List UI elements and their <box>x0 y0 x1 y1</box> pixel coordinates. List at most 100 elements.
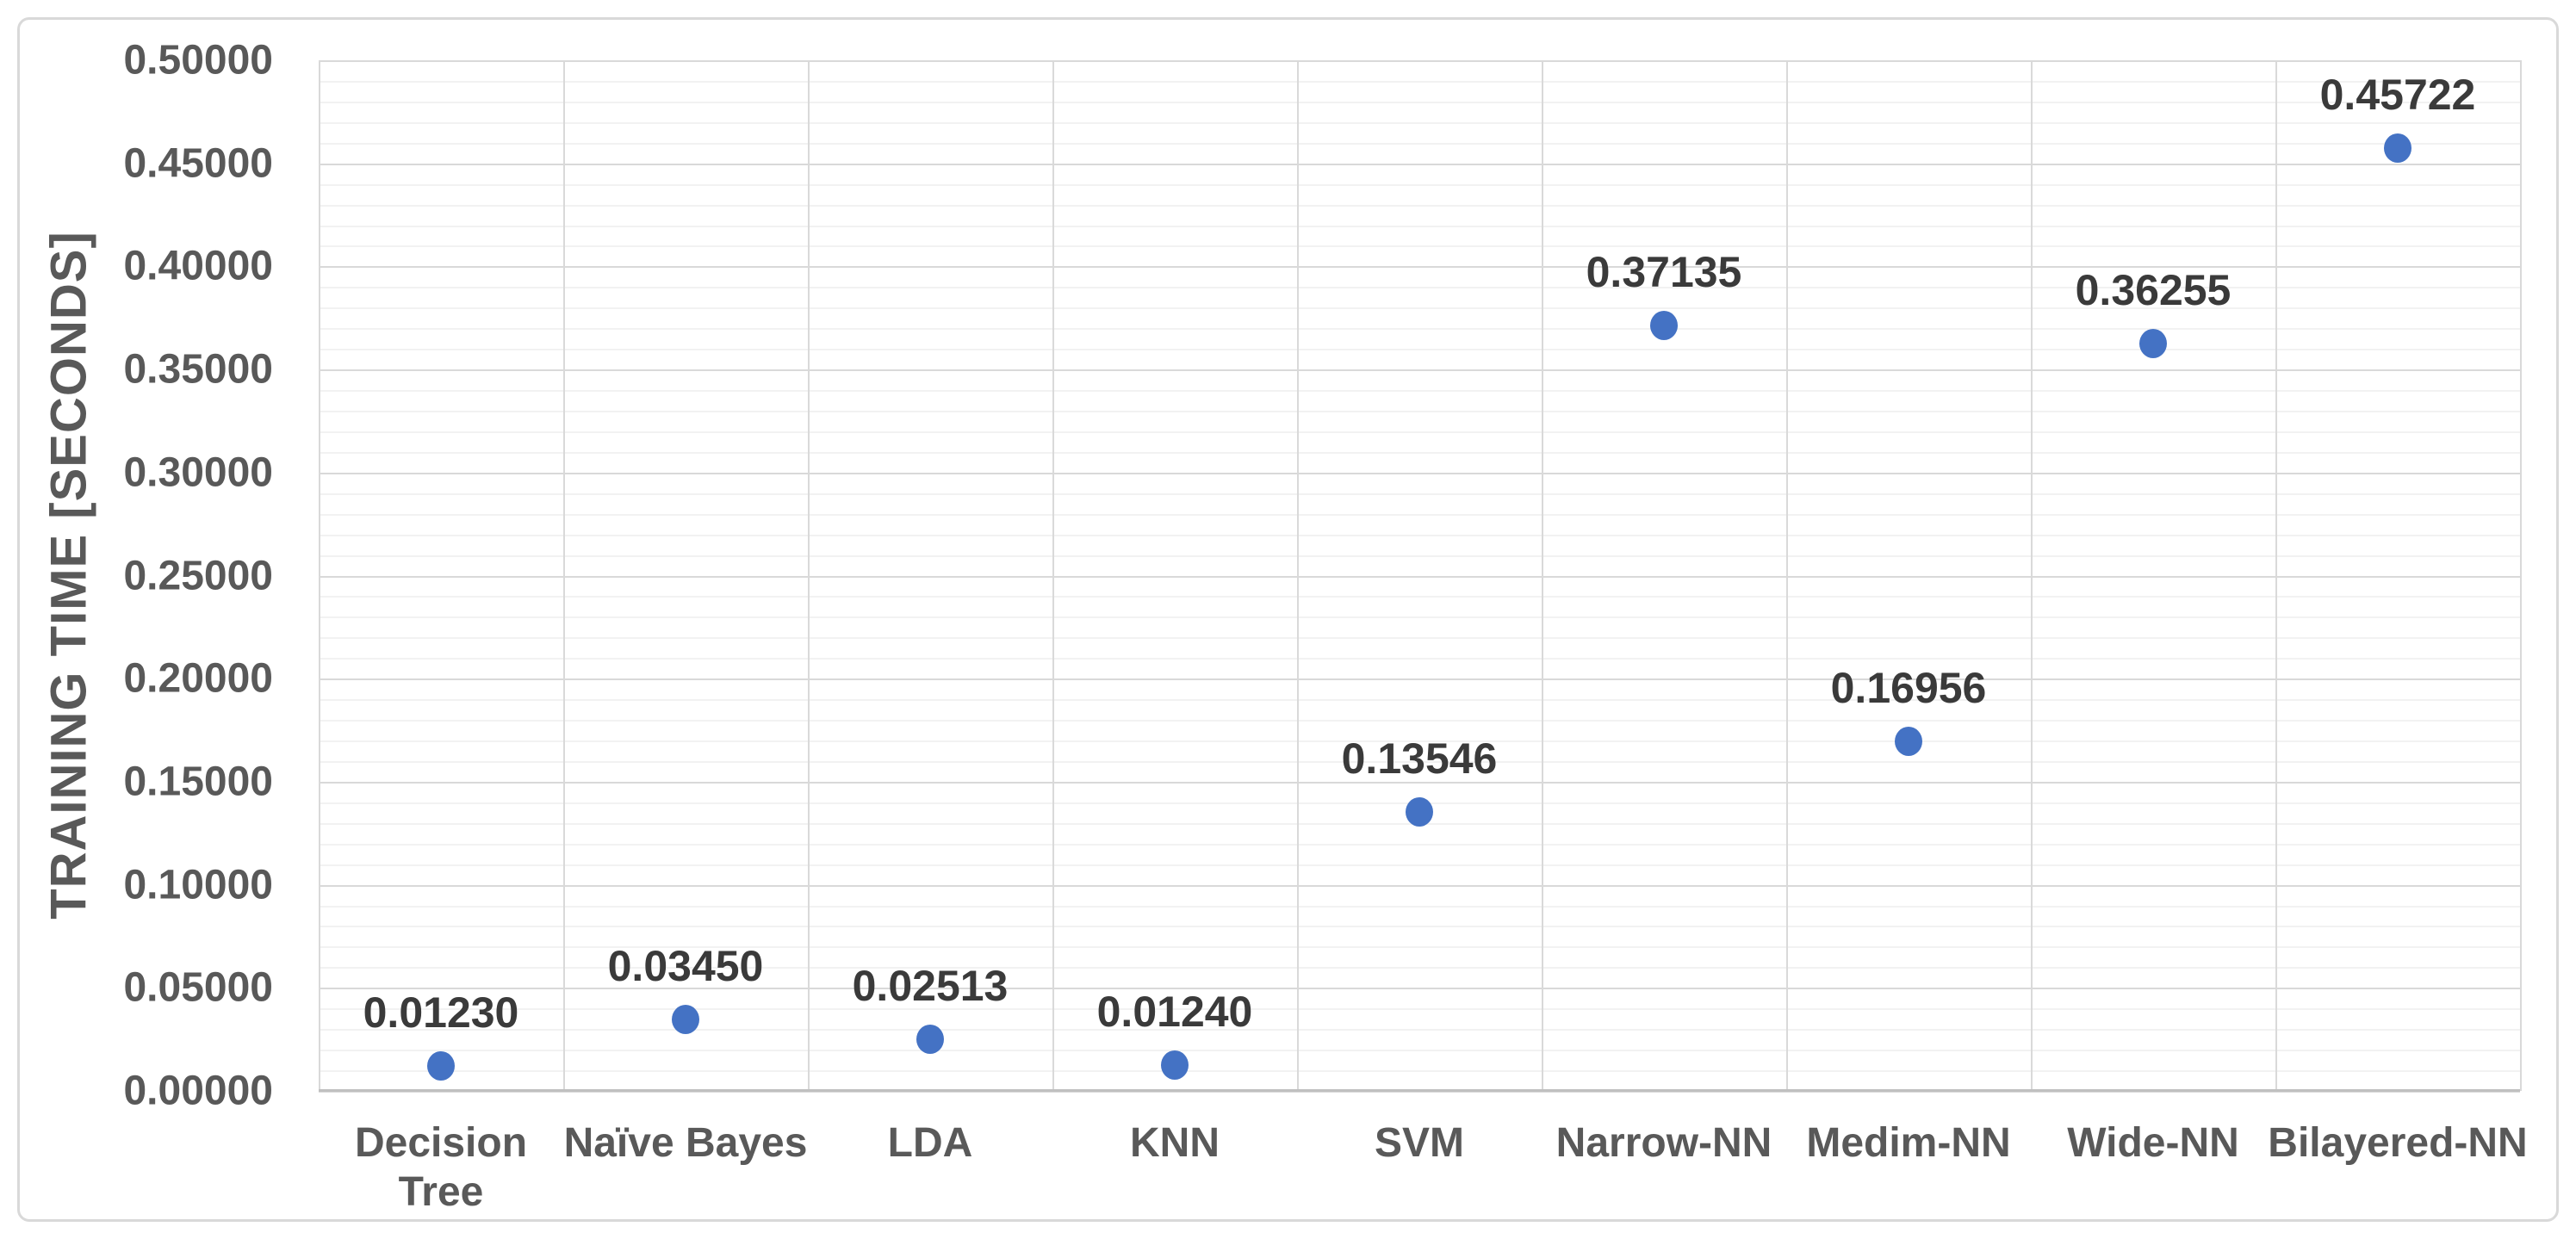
x-axis-category-label: SVM <box>1374 1120 1464 1166</box>
major-gridline <box>319 575 2520 578</box>
major-gridline <box>319 884 2520 887</box>
x-axis-category-label: Wide-NN <box>2067 1120 2239 1166</box>
minor-gridline <box>319 80 2520 83</box>
minor-gridline <box>319 967 2520 970</box>
data-point <box>1895 727 1922 757</box>
minor-gridline <box>319 1008 2520 1011</box>
data-point <box>1650 310 1678 340</box>
data-point-value-label: 0.45722 <box>2319 71 2476 120</box>
category-boundary-gridline <box>2275 60 2277 1091</box>
data-point <box>1161 1050 1189 1081</box>
minor-gridline <box>319 349 2520 351</box>
major-gridline <box>319 163 2520 165</box>
y-axis-tick-label: 0.20000 <box>123 655 273 702</box>
x-axis-category-label: Naïve Bayes <box>563 1120 808 1166</box>
data-point-value-label: 0.13546 <box>1341 734 1498 783</box>
y-axis-tick-label: 0.10000 <box>123 862 273 908</box>
category-boundary-gridline <box>1786 60 1788 1091</box>
chart-frame <box>17 17 2559 1222</box>
y-axis-tick-label: 0.30000 <box>123 449 273 496</box>
minor-gridline <box>319 225 2520 227</box>
data-point <box>916 1024 944 1054</box>
minor-gridline <box>319 658 2520 660</box>
category-boundary-gridline <box>2031 60 2033 1091</box>
minor-gridline <box>319 843 2520 846</box>
data-point <box>1406 796 1433 827</box>
major-gridline <box>319 781 2520 784</box>
minor-gridline <box>319 1029 2520 1031</box>
data-point-value-label: 0.03450 <box>607 942 764 991</box>
major-gridline <box>319 678 2520 681</box>
category-boundary-gridline <box>319 60 320 1091</box>
data-point-value-label: 0.37135 <box>1586 247 1742 296</box>
minor-gridline <box>319 307 2520 310</box>
minor-gridline <box>319 720 2520 722</box>
x-axis-category-label: Decision Tree <box>354 1120 528 1215</box>
category-boundary-gridline <box>563 60 565 1091</box>
data-point <box>672 1005 699 1035</box>
minor-gridline <box>319 142 2520 145</box>
data-point-value-label: 0.16956 <box>1830 664 1987 713</box>
minor-gridline <box>319 926 2520 928</box>
y-axis-tick-label: 0.00000 <box>123 1068 273 1114</box>
major-gridline <box>319 988 2520 990</box>
minor-gridline <box>319 431 2520 433</box>
data-point <box>427 1050 455 1081</box>
minor-gridline <box>319 905 2520 908</box>
category-boundary-gridline <box>1052 60 1054 1091</box>
minor-gridline <box>319 864 2520 866</box>
x-axis-category-label: Narrow-NN <box>1555 1120 1772 1166</box>
data-point-value-label: 0.36255 <box>2075 266 2231 315</box>
minor-gridline <box>319 204 2520 207</box>
minor-gridline <box>319 451 2520 454</box>
minor-gridline <box>319 554 2520 557</box>
data-point-value-label: 0.02513 <box>852 961 1009 1010</box>
x-axis-category-label: KNN <box>1130 1120 1220 1166</box>
y-axis-tick-label: 0.15000 <box>123 759 273 805</box>
data-point <box>2384 133 2412 164</box>
minor-gridline <box>319 616 2520 619</box>
category-boundary-gridline <box>1297 60 1299 1091</box>
minor-gridline <box>319 493 2520 495</box>
category-boundary-gridline <box>808 60 810 1091</box>
minor-gridline <box>319 1050 2520 1052</box>
minor-gridline <box>319 534 2520 536</box>
x-axis-category-label: LDA <box>887 1120 973 1166</box>
category-boundary-gridline <box>2520 60 2522 1091</box>
minor-gridline <box>319 183 2520 186</box>
major-gridline <box>319 266 2520 269</box>
minor-gridline <box>319 760 2520 763</box>
minor-gridline <box>319 245 2520 248</box>
major-gridline <box>319 1091 2520 1093</box>
data-point <box>2139 329 2167 359</box>
y-axis-tick-label: 0.50000 <box>123 37 273 84</box>
minor-gridline <box>319 596 2520 598</box>
major-gridline <box>319 472 2520 474</box>
minor-gridline <box>319 699 2520 702</box>
x-axis-category-label: Medim-NN <box>1806 1120 2011 1166</box>
x-axis-category-label: Bilayered-NN <box>2268 1120 2528 1166</box>
minor-gridline <box>319 1070 2520 1073</box>
major-gridline <box>319 369 2520 372</box>
y-axis-tick-label: 0.40000 <box>123 243 273 289</box>
minor-gridline <box>319 740 2520 743</box>
minor-gridline <box>319 637 2520 640</box>
major-gridline <box>319 60 2520 62</box>
minor-gridline <box>319 121 2520 124</box>
minor-gridline <box>319 328 2520 331</box>
data-point-value-label: 0.01240 <box>1096 988 1253 1037</box>
data-point-value-label: 0.01230 <box>363 988 519 1037</box>
y-axis-tick-label: 0.05000 <box>123 964 273 1011</box>
y-axis-tick-label: 0.25000 <box>123 553 273 598</box>
minor-gridline <box>319 390 2520 393</box>
category-boundary-gridline <box>1542 60 1543 1091</box>
minor-gridline <box>319 410 2520 412</box>
minor-gridline <box>319 946 2520 949</box>
minor-gridline <box>319 287 2520 289</box>
minor-gridline <box>319 101 2520 103</box>
plot-area: 0.01230 0.03450 0.02513 0.01240 0.13546 0.371… <box>319 60 2522 1093</box>
y-axis-tick-label: 0.35000 <box>123 346 273 393</box>
x-axis-line <box>319 1089 2520 1092</box>
y-axis-tick-label: 0.45000 <box>123 140 273 187</box>
